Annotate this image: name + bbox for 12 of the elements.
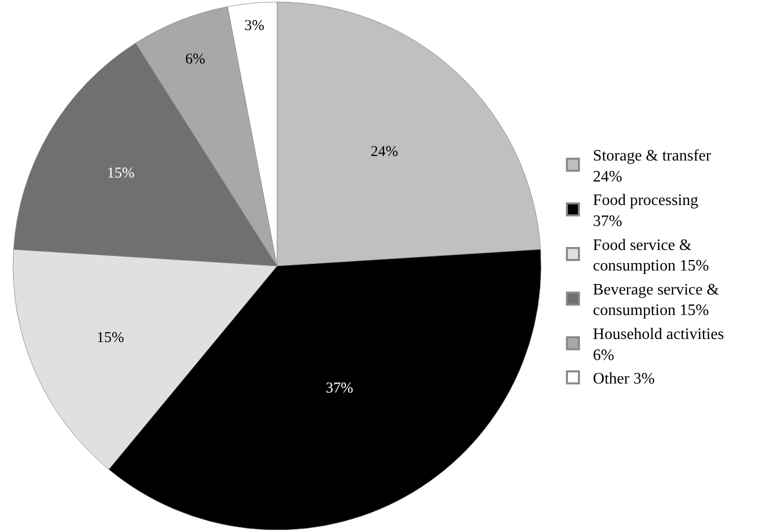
- legend-label: Beverage service & consumption 15%: [592, 281, 720, 320]
- data-label: 37%: [326, 380, 354, 397]
- legend-label: Household activities 6%: [592, 326, 724, 364]
- legend-label: Storage & transfer 24%: [592, 148, 712, 186]
- data-label: 3%: [244, 18, 264, 34]
- data-label: 24%: [370, 144, 398, 160]
- legend-label: Food processing 37%: [592, 192, 698, 230]
- legend-label: Food service & consumption 15%: [592, 236, 709, 275]
- data-label: 15%: [96, 330, 124, 346]
- legend-label: Other 3%: [592, 370, 655, 388]
- data-label: 15%: [107, 166, 135, 182]
- data-label: 6%: [185, 51, 206, 68]
